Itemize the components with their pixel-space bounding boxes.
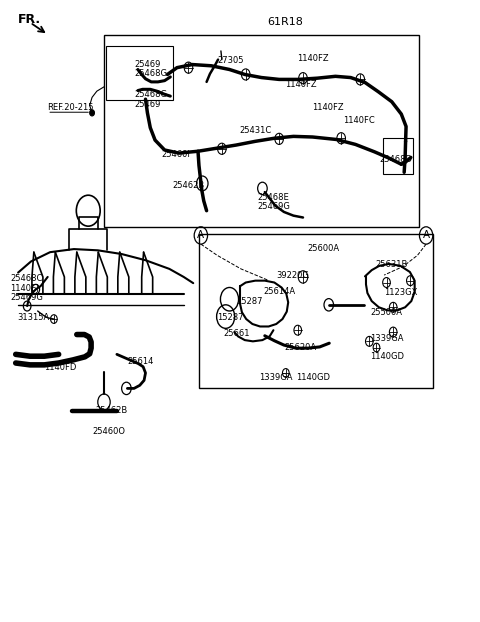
- Text: 27305: 27305: [217, 57, 243, 65]
- Text: A: A: [197, 231, 204, 241]
- Text: 15287: 15287: [217, 313, 244, 322]
- Text: 25468D: 25468D: [379, 155, 412, 164]
- Text: 1140FZ: 1140FZ: [285, 80, 316, 89]
- Text: 25468E: 25468E: [258, 193, 289, 202]
- Text: 1140EJ: 1140EJ: [10, 284, 39, 292]
- Text: 25469: 25469: [134, 60, 160, 69]
- Text: 1140FC: 1140FC: [343, 116, 375, 125]
- Bar: [107, 46, 173, 101]
- Text: 1140FD: 1140FD: [44, 363, 77, 373]
- Text: 25600A: 25600A: [307, 244, 339, 253]
- Text: 25500A: 25500A: [370, 308, 402, 317]
- Text: FR.: FR.: [18, 14, 41, 27]
- Bar: [104, 35, 419, 228]
- Text: 25631B: 25631B: [375, 260, 408, 269]
- Text: 25614A: 25614A: [264, 287, 296, 295]
- Bar: [199, 234, 433, 388]
- Text: 25462B: 25462B: [96, 406, 128, 415]
- Bar: [383, 137, 413, 174]
- Text: 61R18: 61R18: [267, 17, 303, 27]
- Text: REF.20-215: REF.20-215: [47, 103, 94, 113]
- Text: 25468G: 25468G: [134, 69, 167, 78]
- Text: 25460O: 25460O: [92, 427, 125, 436]
- Text: 25661: 25661: [224, 330, 250, 338]
- Text: 25469G: 25469G: [10, 293, 43, 302]
- Text: 1140GD: 1140GD: [296, 373, 330, 383]
- Text: 25468C: 25468C: [10, 274, 42, 283]
- Text: 25469G: 25469G: [258, 203, 290, 211]
- Text: 15287: 15287: [236, 297, 263, 306]
- Text: 25620A: 25620A: [284, 343, 316, 352]
- Text: 1140GD: 1140GD: [370, 351, 404, 361]
- Text: 25462B: 25462B: [173, 182, 205, 190]
- Text: 39220G: 39220G: [276, 271, 309, 279]
- Text: 31315A: 31315A: [18, 313, 50, 322]
- Text: 25469: 25469: [134, 100, 160, 109]
- Text: 1339GA: 1339GA: [259, 373, 292, 383]
- Text: 25614: 25614: [127, 357, 154, 366]
- Circle shape: [90, 109, 95, 116]
- Text: 1140FZ: 1140FZ: [297, 55, 328, 63]
- Text: 1123GX: 1123GX: [384, 288, 417, 297]
- Text: 25431C: 25431C: [240, 126, 272, 135]
- Text: 1140FZ: 1140FZ: [312, 103, 344, 113]
- Text: 1339GA: 1339GA: [370, 335, 404, 343]
- Text: A: A: [422, 231, 430, 241]
- Text: 25460I: 25460I: [162, 150, 191, 159]
- Text: 25468G: 25468G: [134, 90, 167, 100]
